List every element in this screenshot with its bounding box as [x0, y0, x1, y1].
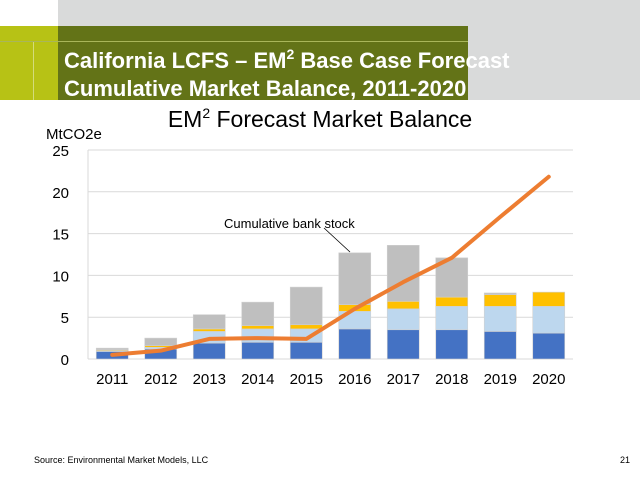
- x-tick-label: 2020: [532, 371, 565, 388]
- annotation-label: Cumulative bank stock: [224, 216, 355, 231]
- title-band: [58, 26, 468, 100]
- annotation-leader: [323, 227, 351, 253]
- bar-2019-series-3: [483, 294, 517, 307]
- bar-2017-series-2: [386, 308, 420, 331]
- y-tick-label: 5: [61, 310, 69, 327]
- bar-2018-series-3: [435, 296, 469, 307]
- bar-2015-series-4: [289, 286, 323, 326]
- y-tick-label: 20: [52, 185, 69, 202]
- x-tick-label: 2019: [484, 371, 517, 388]
- cumulative-bank-stock-line: [110, 174, 551, 357]
- x-tick-label: 2017: [387, 371, 420, 388]
- bar-2014-series-1: [241, 341, 275, 360]
- y-tick-label: 15: [52, 227, 69, 244]
- bar-2014-series-4: [241, 301, 275, 326]
- y-tick-label: 25: [52, 143, 69, 160]
- y-axis-label: MtCO2e: [46, 126, 102, 143]
- bar-2015-series-3: [289, 324, 323, 330]
- chart-title: EM2 Forecast Market Balance: [0, 106, 640, 133]
- bar-2017-series-4: [386, 245, 420, 302]
- x-tick-label: 2013: [193, 371, 226, 388]
- chart-title-sup: 2: [202, 105, 211, 121]
- bar-2019-series-1: [483, 331, 517, 360]
- bar-2013-series-3: [192, 328, 226, 332]
- bar-2017-series-1: [386, 329, 420, 360]
- x-tick-label: 2012: [144, 371, 177, 388]
- x-tick-label: 2014: [241, 371, 274, 388]
- bar-2019-series-4: [483, 292, 517, 295]
- chart-title-b: Forecast Market Balance: [210, 106, 473, 132]
- x-tick-label: 2018: [435, 371, 468, 388]
- bar-2018-series-2: [435, 306, 469, 331]
- bar-2014-series-3: [241, 325, 275, 330]
- bar-2016-series-4: [338, 252, 372, 305]
- bar-2018-series-1: [435, 329, 469, 360]
- title-text-b: Base Case Forecast: [294, 48, 510, 73]
- source-note: Source: Environmental Market Models, LLC: [34, 455, 209, 465]
- bar-2017-series-3: [386, 301, 420, 310]
- y-tick-label: 10: [52, 268, 69, 285]
- x-tick-label: 2011: [96, 371, 128, 388]
- bar-2019-series-2: [483, 306, 517, 332]
- title-text-a: California LCFS – EM: [64, 48, 287, 73]
- bar-2016-series-1: [338, 328, 372, 360]
- x-tick-label: 2016: [338, 371, 371, 388]
- header-accent-block: [0, 26, 58, 100]
- bar-2020-series-3: [532, 291, 566, 307]
- bar-2013-series-4: [192, 314, 226, 330]
- bar-2020-series-2: [532, 306, 566, 334]
- y-tick-label: 0: [61, 352, 69, 369]
- bar-2011-series-4: [95, 347, 129, 351]
- bar-2020-series-1: [532, 332, 566, 360]
- bar-2012-series-4: [144, 337, 178, 346]
- accent-divider: [33, 41, 34, 100]
- page-number: 21: [620, 455, 631, 465]
- title-band-rule: [0, 41, 468, 42]
- title-sup: 2: [286, 46, 295, 62]
- title-line-2: Cumulative Market Balance, 2011-2020: [64, 76, 467, 101]
- x-tick-label: 2015: [290, 371, 323, 388]
- slide-title: California LCFS – EM2 Base Case Forecast…: [64, 47, 510, 103]
- bar-2015-series-1: [289, 341, 323, 360]
- bar-2013-series-1: [192, 342, 226, 360]
- chart-title-a: EM: [167, 106, 203, 132]
